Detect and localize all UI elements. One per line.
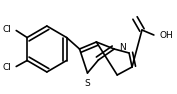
Text: Cl: Cl [2,63,11,72]
Text: OH: OH [160,30,173,39]
Text: N: N [119,43,126,52]
Text: S: S [85,79,90,88]
Text: Cl: Cl [2,25,11,34]
